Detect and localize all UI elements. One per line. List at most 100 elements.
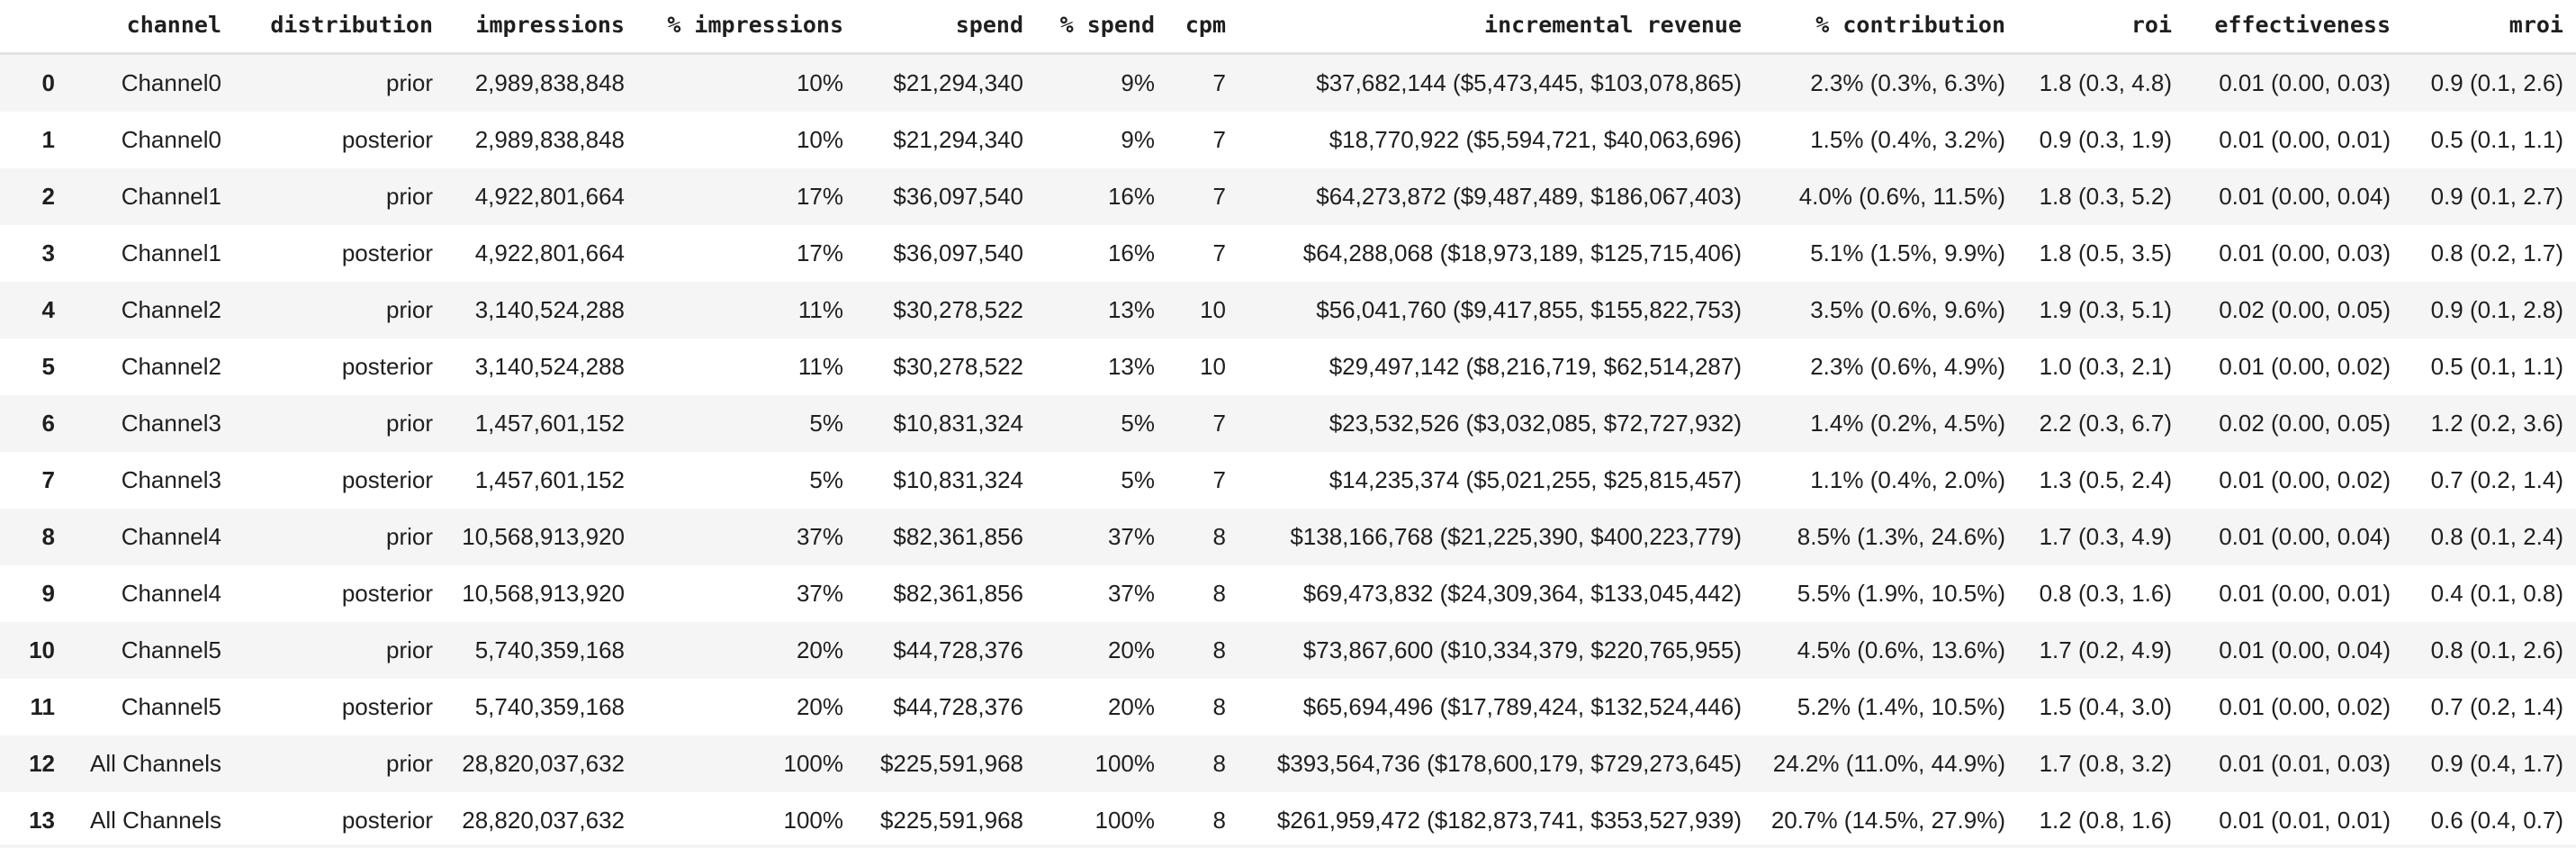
row-index: 5	[41, 353, 55, 380]
table-row: 7 Channel3 posterior 1,457,601,152 5% $10,831…	[0, 452, 2576, 509]
row-index: 7	[41, 466, 55, 493]
cell: 28,820,037,632	[462, 750, 625, 777]
cell: $56,041,760 ($9,417,855, $155,822,753)	[1316, 296, 1742, 323]
row-index: 12	[29, 750, 55, 777]
column-header-mroi: mroi	[2403, 0, 2576, 55]
cell: $21,294,340	[893, 69, 1023, 96]
cell: 10%	[796, 126, 843, 153]
cell: 0.01 (0.00, 0.02)	[2219, 466, 2391, 493]
cell: 7	[1212, 466, 1226, 493]
column-header-contribution: % contribution	[1754, 0, 2018, 55]
cell: 17%	[796, 239, 843, 266]
next-row-stripe-sliver	[0, 844, 2576, 848]
cell: $225,591,968	[879, 807, 1023, 834]
cell: 37%	[1107, 580, 1155, 607]
cell: $138,166,768 ($21,225,390, $400,223,779)	[1290, 523, 1742, 550]
cell: 1.4% (0.2%, 4.5%)	[1810, 410, 2005, 437]
cell: 5,740,359,168	[474, 693, 625, 720]
cell: 2,989,838,848	[474, 126, 625, 153]
cell: 8	[1212, 807, 1226, 834]
cell: posterior	[341, 693, 433, 720]
table-row: 1 Channel0 posterior 2,989,838,848 10% $21,29…	[0, 112, 2576, 168]
table-row: 2 Channel1 prior 4,922,801,664 17% $36,097,54…	[0, 168, 2576, 225]
cell: 5%	[809, 466, 843, 493]
column-header-cpm: cpm	[1167, 0, 1238, 55]
cell: 11%	[797, 296, 843, 323]
cell: 10,568,913,920	[462, 580, 625, 607]
cell: 20%	[796, 636, 843, 663]
cell: Channel4	[121, 523, 221, 550]
cell: $393,564,736 ($178,600,179, $729,273,645…	[1276, 750, 1742, 777]
cell: 0.5 (0.1, 1.1)	[2430, 353, 2563, 380]
cell: posterior	[341, 353, 433, 380]
cell: posterior	[341, 239, 433, 266]
cell: Channel1	[121, 239, 221, 266]
cell: Channel5	[121, 693, 221, 720]
cell: 0.9 (0.4, 1.7)	[2430, 750, 2563, 777]
cell: 37%	[1107, 523, 1155, 550]
table-row: 0 Channel0 prior 2,989,838,848 10% $21,294,34…	[0, 53, 2576, 112]
cell: Channel2	[121, 353, 221, 380]
cell: 2.3% (0.3%, 6.3%)	[1810, 69, 2005, 96]
cell: $29,497,142 ($8,216,719, $62,514,287)	[1329, 353, 1742, 380]
table-row: 13 All Channels posterior 28,820,037,632 100…	[0, 792, 2576, 848]
cell: 24.2% (11.0%, 44.9%)	[1772, 750, 2005, 777]
row-index: 8	[41, 523, 55, 550]
cell: 100%	[1094, 807, 1156, 834]
table-row: 4 Channel2 prior 3,140,524,288 11% $30,278,52…	[0, 282, 2576, 338]
cell: 1.9 (0.3, 5.1)	[2039, 296, 2172, 323]
cell: 5%	[809, 410, 843, 437]
cell: 0.02 (0.00, 0.05)	[2219, 410, 2391, 437]
cell: prior	[385, 183, 433, 210]
cell: prior	[385, 296, 433, 323]
cell: 0.01 (0.00, 0.03)	[2219, 69, 2391, 96]
table-row: 5 Channel2 posterior 3,140,524,288 11% $30,27…	[0, 338, 2576, 395]
cell: 16%	[1107, 183, 1155, 210]
cell: 10	[1200, 296, 1226, 323]
cell: 37%	[796, 523, 843, 550]
table-row: 6 Channel3 prior 1,457,601,152 5% $10,831,324…	[0, 395, 2576, 452]
column-header-effectiveness: effectiveness	[2184, 0, 2403, 55]
cell: 1.7 (0.3, 4.9)	[2039, 523, 2172, 550]
table-row: 3 Channel1 posterior 4,922,801,664 17% $36,09…	[0, 225, 2576, 282]
cell: 7	[1212, 69, 1226, 96]
cell: Channel3	[121, 466, 221, 493]
cell: 1.2 (0.8, 1.6)	[2039, 807, 2172, 834]
cell: 0.01 (0.00, 0.03)	[2219, 239, 2391, 266]
row-index: 13	[29, 807, 55, 834]
column-header-impressions: impressions	[446, 0, 637, 55]
cell: 20%	[1107, 693, 1155, 720]
cell: 7	[1212, 126, 1226, 153]
cell: $44,728,376	[893, 693, 1023, 720]
cell: prior	[385, 750, 433, 777]
cell: 0.4 (0.1, 0.8)	[2430, 580, 2563, 607]
cell: $73,867,600 ($10,334,379, $220,765,955)	[1302, 636, 1742, 663]
cell: 4.5% (0.6%, 13.6%)	[1797, 636, 2005, 663]
cell: 5%	[1121, 410, 1155, 437]
cell: 1.3 (0.5, 2.4)	[2039, 466, 2172, 493]
cell: 0.01 (0.00, 0.04)	[2219, 636, 2391, 663]
cell: 0.8 (0.3, 1.6)	[2039, 580, 2172, 607]
row-index: 3	[41, 239, 55, 266]
cell: 0.01 (0.00, 0.02)	[2219, 693, 2391, 720]
column-header-incremental-revenue: incremental revenue	[1238, 0, 1754, 55]
cell: 2,989,838,848	[474, 69, 625, 96]
cell: $225,591,968	[879, 750, 1023, 777]
cell: 8	[1212, 580, 1226, 607]
row-index: 2	[41, 183, 55, 210]
cell: All Channels	[90, 807, 221, 834]
cell: 0.9 (0.3, 1.9)	[2039, 126, 2172, 153]
cell: 5.1% (1.5%, 9.9%)	[1810, 239, 2005, 266]
index-column-header	[0, 0, 68, 55]
cell: 3,140,524,288	[474, 353, 625, 380]
column-header-distribution: distribution	[234, 0, 446, 55]
row-index: 10	[29, 636, 55, 663]
column-header-impressions: % impressions	[637, 0, 856, 55]
cell: 0.01 (0.00, 0.01)	[2219, 580, 2391, 607]
cell: posterior	[341, 466, 433, 493]
column-header-roi: roi	[2018, 0, 2184, 55]
cell: 0.9 (0.1, 2.7)	[2430, 183, 2563, 210]
cell: $21,294,340	[893, 126, 1023, 153]
column-header-spend: % spend	[1036, 0, 1167, 55]
row-index: 11	[30, 693, 56, 720]
